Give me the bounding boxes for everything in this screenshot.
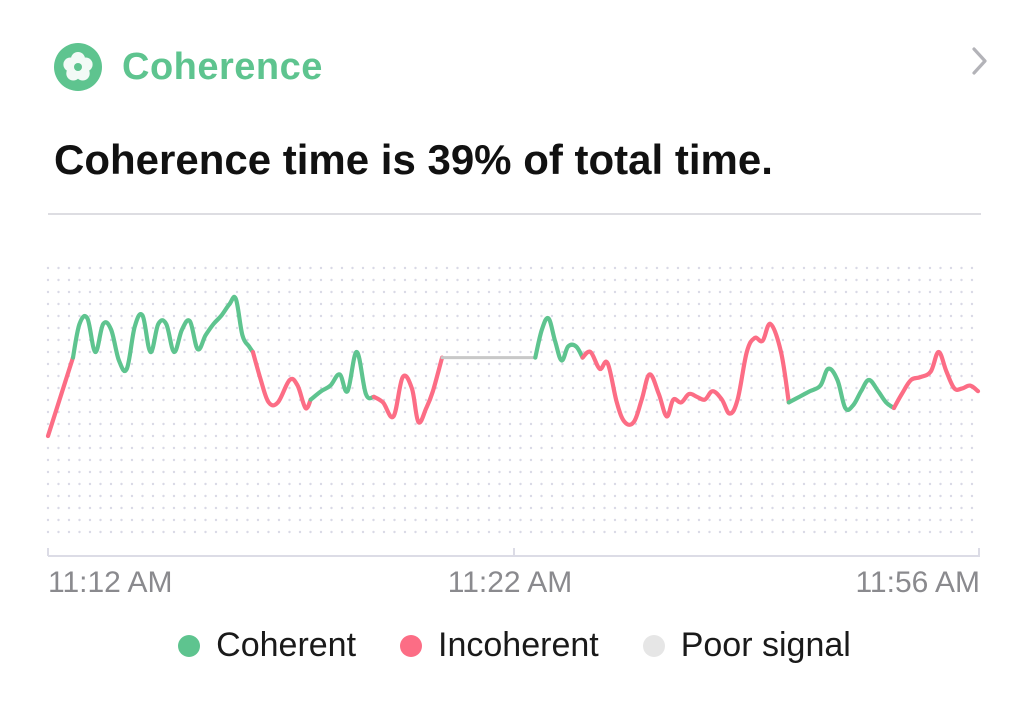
x-axis — [47, 548, 980, 557]
series-line-coherent — [786, 366, 896, 412]
card-header[interactable]: Coherence — [54, 42, 323, 92]
coherence-summary: Coherence time is 39% of total time. — [54, 136, 773, 183]
x-tick-label: 11:22 AM — [448, 566, 573, 599]
series-line-incoherent — [45, 355, 76, 439]
series-line-coherent — [533, 315, 585, 363]
legend-item-poor-signal: Poor signal — [642, 626, 851, 665]
series-line-incoherent — [891, 349, 981, 411]
flower-icon — [54, 43, 102, 91]
divider — [48, 213, 981, 215]
legend-dot — [178, 634, 201, 657]
legend-label: Coherent — [216, 626, 357, 664]
x-tick-labels: 11:12 AM 11:22 AM 11:56 AM — [48, 566, 980, 599]
series-line-incoherent — [250, 349, 313, 411]
x-tick-label: 11:12 AM — [48, 566, 173, 599]
legend-dot — [642, 634, 665, 657]
legend-item-coherent: Coherent — [178, 626, 356, 665]
legend-label: Poor signal — [680, 626, 851, 664]
series-line-incoherent — [580, 321, 791, 427]
series-line-coherent — [308, 349, 376, 402]
chart-series — [45, 294, 981, 439]
chart-grid — [46, 266, 980, 534]
chevron-right-icon[interactable] — [964, 44, 994, 78]
series-line-coherent — [70, 294, 255, 374]
legend-item-incoherent: Incoherent — [400, 626, 599, 665]
legend-dot — [400, 634, 423, 657]
x-tick-label: 11:56 AM — [855, 566, 980, 599]
chart-legend: Coherent Incoherent Poor signal — [0, 626, 1029, 665]
series-line-incoherent — [371, 355, 445, 425]
card-title: Coherence — [122, 45, 323, 88]
legend-label: Incoherent — [438, 626, 599, 664]
